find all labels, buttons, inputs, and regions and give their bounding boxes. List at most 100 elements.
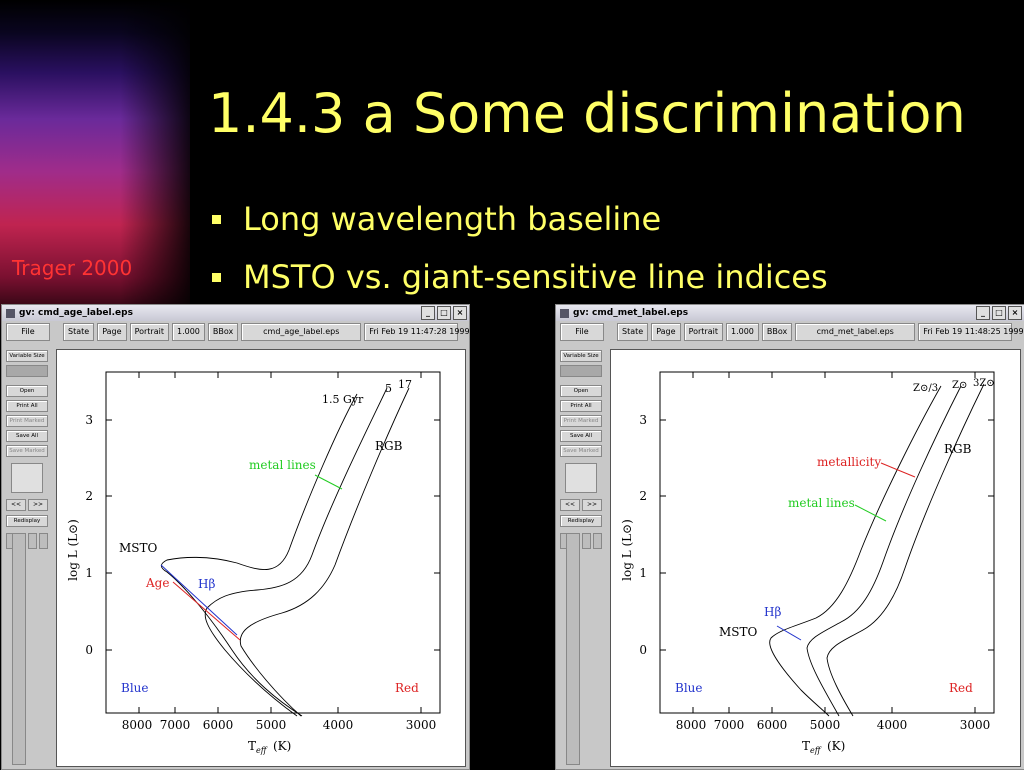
- save-marked-button[interactable]: Save Marked: [560, 445, 602, 457]
- red-label: Red: [949, 681, 973, 695]
- print-all-button[interactable]: Print All: [560, 400, 602, 412]
- y-axis-label: log L (L⊙): [620, 519, 634, 581]
- bbox-menu[interactable]: BBox: [761, 323, 793, 341]
- isochrone-17-gyr: [239, 387, 410, 717]
- slide-title: 1.4.3 a Some discrimination: [208, 82, 966, 145]
- axis-ticks: [106, 372, 440, 713]
- y-axis-label: log L (L⊙): [66, 519, 80, 581]
- page-nav: << >>: [6, 499, 48, 511]
- prev-page-button[interactable]: <<: [6, 499, 26, 511]
- magstep-box[interactable]: [560, 365, 602, 377]
- state-menu[interactable]: State: [63, 323, 95, 341]
- y-tick-label: 2: [85, 489, 93, 503]
- x-tick-label: 3000: [960, 718, 991, 732]
- minimize-button[interactable]: _: [421, 306, 435, 320]
- x-tick-label: 8000: [676, 718, 707, 732]
- red-label: Red: [395, 681, 419, 695]
- window-menu-icon[interactable]: [6, 308, 15, 318]
- page-thumbnail[interactable]: [11, 463, 43, 493]
- variable-size-button[interactable]: Variable Size: [6, 350, 48, 362]
- metallicity-label-third: Z⊙/3: [913, 383, 938, 394]
- save-all-button[interactable]: Save All: [6, 430, 48, 442]
- x-tick-label: 4000: [877, 718, 908, 732]
- save-marked-button[interactable]: Save Marked: [6, 445, 48, 457]
- page-list-scrollbar[interactable]: [12, 533, 26, 765]
- bbox-menu[interactable]: BBox: [207, 323, 239, 341]
- bullet-text: MSTO vs. giant-sensitive line indices: [243, 258, 828, 296]
- x-axis-label-sub: eff: [256, 746, 268, 755]
- document-viewer[interactable]: 3 2 1 0 8000 7000 6000 5000 4000 3000 lo…: [610, 349, 1021, 767]
- mark-tab[interactable]: [593, 533, 602, 549]
- msto-label: MSTO: [719, 625, 758, 639]
- print-all-button[interactable]: Print All: [6, 400, 48, 412]
- x-axis-unit: (K): [827, 739, 845, 753]
- page-thumbnail[interactable]: [565, 463, 597, 493]
- print-marked-button[interactable]: Print Marked: [560, 415, 602, 427]
- metal-lines-arrow: [314, 474, 343, 490]
- print-marked-button[interactable]: Print Marked: [6, 415, 48, 427]
- document-viewer[interactable]: 3 2 1 0 8000 7000 6000 5000 4000 3000 lo…: [56, 349, 466, 767]
- page-list-scrollbar[interactable]: [566, 533, 580, 765]
- open-button[interactable]: Open: [6, 385, 48, 397]
- window-title: gv: cmd_met_label.eps: [573, 308, 689, 318]
- state-menu[interactable]: State: [617, 323, 649, 341]
- variable-size-button[interactable]: Variable Size: [560, 350, 602, 362]
- minimize-button[interactable]: _: [976, 306, 990, 320]
- bullet-item: MSTO vs. giant-sensitive line indices: [208, 248, 828, 306]
- file-menu[interactable]: File: [560, 323, 604, 341]
- page-menu[interactable]: Page: [651, 323, 681, 341]
- hbeta-arrow: [160, 564, 238, 636]
- zoom-menu[interactable]: 1.000: [171, 323, 205, 341]
- msto-label: MSTO: [119, 541, 158, 555]
- mark-tab[interactable]: [582, 533, 591, 549]
- isochrones: [160, 387, 410, 717]
- orientation-menu[interactable]: Portrait: [129, 323, 169, 341]
- hbeta-label: Hβ: [198, 577, 215, 591]
- magstep-box[interactable]: [6, 365, 48, 377]
- prev-page-button[interactable]: <<: [560, 499, 580, 511]
- window-titlebar[interactable]: gv: cmd_met_label.eps _ □ ×: [556, 305, 1024, 321]
- plot-frame: [105, 371, 441, 714]
- age-arrow: [172, 581, 241, 641]
- x-tick-label: 7000: [714, 718, 745, 732]
- window-titlebar[interactable]: gv: cmd_age_label.eps _ □ ×: [2, 305, 469, 321]
- next-page-button[interactable]: >>: [28, 499, 48, 511]
- x-tick-label: 6000: [203, 718, 234, 732]
- maximize-button[interactable]: □: [992, 306, 1006, 320]
- side-panel: Variable Size Open Print All Print Marke…: [4, 347, 50, 555]
- close-button[interactable]: ×: [1008, 306, 1022, 320]
- zoom-menu[interactable]: 1.000: [725, 323, 759, 341]
- date-display: Fri Feb 19 11:48:25 1999: [918, 323, 1024, 341]
- redisplay-button[interactable]: Redisplay: [560, 515, 602, 527]
- window-menu-icon[interactable]: [560, 308, 569, 318]
- save-all-button[interactable]: Save All: [560, 430, 602, 442]
- x-axis-unit: (K): [273, 739, 291, 753]
- close-button[interactable]: ×: [453, 306, 467, 320]
- x-axis-label: T: [802, 739, 810, 753]
- cmd-plot-metallicity: 3 2 1 0 8000 7000 6000 5000 4000 3000 lo…: [620, 371, 995, 755]
- isochrones: [769, 383, 985, 717]
- isochrone-z-solar: [806, 385, 962, 717]
- x-axis-label: T: [248, 739, 256, 753]
- metallicity-label: metallicity: [817, 455, 881, 469]
- side-panel: Variable Size Open Print All Print Marke…: [558, 347, 604, 555]
- y-tick-label: 1: [85, 566, 93, 580]
- maximize-button[interactable]: □: [437, 306, 451, 320]
- metallicity-arrow: [880, 462, 916, 478]
- bullet-marker: [212, 272, 221, 282]
- page-menu[interactable]: Page: [97, 323, 127, 341]
- mark-tab[interactable]: [28, 533, 37, 549]
- axis-ticks: [660, 372, 994, 713]
- y-tick-label: 0: [639, 643, 647, 657]
- redisplay-button[interactable]: Redisplay: [6, 515, 48, 527]
- next-page-button[interactable]: >>: [582, 499, 602, 511]
- open-button[interactable]: Open: [560, 385, 602, 397]
- y-tick-label: 1: [639, 566, 647, 580]
- metal-lines-arrow: [854, 504, 887, 522]
- date-display: Fri Feb 19 11:47:28 1999: [364, 323, 470, 341]
- metal-lines-label: metal lines: [249, 458, 316, 472]
- file-menu[interactable]: File: [6, 323, 50, 341]
- orientation-menu[interactable]: Portrait: [683, 323, 723, 341]
- mark-tab[interactable]: [39, 533, 48, 549]
- plot-frame: [659, 371, 995, 714]
